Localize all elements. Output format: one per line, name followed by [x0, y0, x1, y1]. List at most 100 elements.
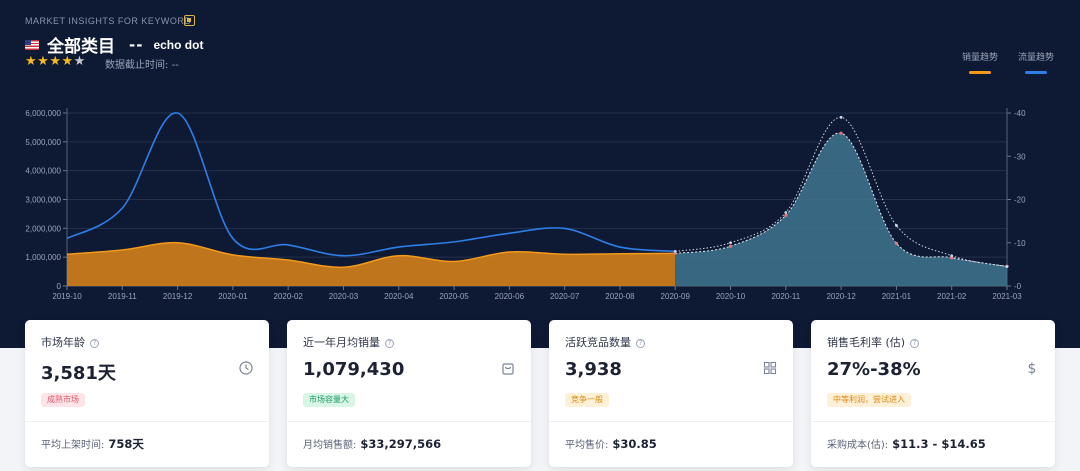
legend-sales-swatch: [969, 71, 991, 74]
x-tick-label: 2020-02: [273, 292, 303, 301]
y-left-tick-label: 5,000,000: [25, 138, 61, 147]
x-tick-label: 2020-01: [218, 292, 248, 301]
y-left-tick-label: 2,000,000: [25, 224, 61, 233]
title-row: 全部类目 -- echo dot: [25, 32, 203, 57]
y-left-tick-label: 4,000,000: [25, 167, 61, 176]
card-footer: 平均上架时间: 758天: [41, 436, 144, 452]
traffic-line-historical: [66, 112, 676, 257]
sales-forecast-point: [894, 241, 899, 245]
data-cutoff-value: --: [171, 60, 179, 71]
grid-icon: [763, 360, 777, 379]
sales-area-historical: [67, 242, 676, 286]
sales-area-forecast: [675, 132, 1007, 286]
help-icon[interactable]: ?: [910, 339, 920, 348]
svg-text:$: $: [1028, 361, 1037, 376]
traffic-forecast-point: [1005, 265, 1009, 268]
traffic-forecast-point: [895, 224, 898, 227]
legend-traffic-label: 流量趋势: [1018, 53, 1055, 63]
x-tick-label: 2020-07: [550, 292, 580, 301]
trend-chart: 0 1,000,000 2,000,000 3,000,000 4,000,000 5,0…: [25, 108, 1026, 301]
clock-icon: [239, 360, 253, 379]
sales-line-historical: [66, 241, 676, 269]
card-footer-label: 月均销售额:: [303, 440, 357, 451]
card-title: 近一年月均销量?: [303, 334, 394, 350]
traffic-forecast-point: [729, 241, 732, 245]
dollar-icon: $: [1025, 360, 1039, 380]
card-divider: [549, 421, 793, 422]
card-footer: 平均售价: $30.85: [565, 436, 657, 451]
traffic-forecast-point: [784, 211, 788, 214]
calendar-icon[interactable]: [184, 15, 195, 26]
x-tick-label: 2020-10: [716, 292, 746, 301]
card-value: 3,581天: [41, 363, 116, 384]
card-footer: 采购成本(估): $11.3 - $14.65: [827, 436, 986, 451]
x-tick-label: 2021-01: [882, 292, 912, 301]
x-tick-label: 2019-12: [163, 292, 193, 301]
market-insights-panel: MARKET INSIGHTS FOR KEYWORD 全部类目 -- echo…: [0, 0, 1080, 348]
x-tick-label: 2021-02: [937, 292, 967, 301]
x-tick-label: 2020-04: [384, 292, 414, 301]
stat-card: 近一年月均销量? 1,079,430 市场容量大 月均销售额: $33,297,566: [287, 320, 531, 467]
x-tick-label: 2020-09: [661, 292, 691, 301]
card-title: 市场年龄?: [41, 334, 99, 350]
x-tick-label: 2020-08: [605, 292, 635, 301]
legend-sales[interactable]: 销量趋势: [962, 50, 998, 74]
us-flag-icon: [25, 39, 39, 50]
overline-label: MARKET INSIGHTS FOR KEYWORD: [25, 16, 192, 26]
card-badge: 市场容量大: [303, 393, 355, 407]
y-left-tick-label: 0: [57, 282, 62, 291]
card-badge: 成熟市场: [41, 393, 85, 407]
sales-forecast-point: [728, 244, 733, 248]
star-icon: ★: [25, 54, 38, 69]
star-icon: ★: [61, 54, 74, 69]
y-right-tick-label: -10: [1014, 239, 1026, 248]
help-icon[interactable]: ?: [385, 339, 394, 348]
card-divider: [811, 421, 1055, 422]
sales-forecast-point: [950, 256, 954, 260]
star-icon: ★: [49, 54, 62, 69]
stat-card: 市场年龄? 3,581天成熟市场平均上架时间: 758天: [25, 320, 269, 467]
card-footer-value: 758天: [108, 437, 144, 451]
card-title: 销售毛利率 (估)?: [827, 334, 920, 350]
x-tick-label: 2019-10: [52, 292, 82, 301]
sales-forecast-point: [839, 131, 843, 135]
traffic-forecast-point: [673, 250, 677, 253]
help-icon[interactable]: ?: [636, 339, 645, 348]
card-footer-value: $30.85: [612, 437, 657, 451]
card-value: 3,938: [565, 359, 622, 380]
x-tick-label: 2020-06: [495, 292, 525, 301]
card-footer: 月均销售额: $33,297,566: [303, 436, 441, 451]
x-tick-label: 2020-12: [826, 292, 856, 301]
y-left-tick-label: 3,000,000: [25, 196, 61, 205]
y-right-tick-label: -30: [1014, 152, 1026, 161]
sales-forecast-point: [673, 251, 677, 256]
x-tick-label: 2020-11: [771, 292, 800, 301]
y-right-tick-label: -0: [1014, 282, 1022, 291]
title-separator: --: [129, 35, 144, 54]
category-title: 全部类目: [47, 37, 115, 57]
data-cutoff: 数据截止时间: --: [105, 56, 179, 71]
card-footer-label: 平均售价:: [565, 440, 609, 451]
card-badge: 中等利润，尝试进入: [827, 393, 911, 407]
card-footer-label: 平均上架时间:: [41, 440, 105, 451]
stat-card: 活跃竞品数量? 3,938 竞争一般 平均售价: $30.85: [549, 320, 793, 467]
sales-forecast-point: [784, 213, 788, 217]
card-footer-value: $11.3 - $14.65: [892, 437, 986, 451]
card-value: 27%-38%: [827, 359, 921, 380]
card-divider: [287, 421, 531, 422]
card-footer-value: $33,297,566: [360, 437, 442, 451]
star-icon: ★: [37, 54, 50, 69]
y-left-tick-label: 1,000,000: [25, 253, 61, 262]
star-rating: ★★★★★: [25, 54, 86, 69]
legend-traffic[interactable]: 流量趋势: [1018, 50, 1054, 74]
shopping-bag-icon: [501, 360, 515, 379]
data-cutoff-label: 数据截止时间:: [105, 60, 169, 71]
help-icon[interactable]: ?: [90, 339, 99, 348]
traffic-forecast-point: [950, 254, 954, 258]
y-right-tick-label: -20: [1014, 196, 1026, 205]
keyword-label: echo dot: [153, 37, 204, 52]
x-tick-label: 2021-03: [992, 292, 1022, 301]
card-footer-label: 采购成本(估):: [827, 440, 889, 451]
y-left-tick-label: 6,000,000: [25, 109, 61, 118]
x-tick-label: 2019-11: [108, 292, 137, 301]
